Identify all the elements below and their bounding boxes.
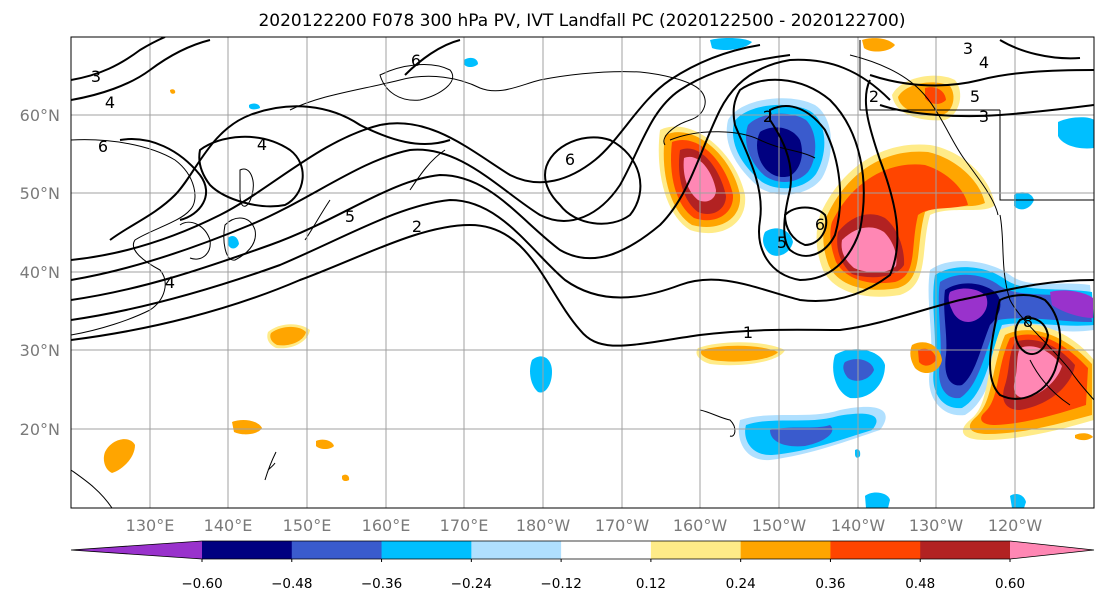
lon-label: 130°E — [126, 516, 175, 535]
colorbar-tick-label: 0.12 — [636, 576, 666, 592]
pv-label: 3 — [963, 39, 973, 58]
pv-label: 4 — [105, 93, 115, 112]
colorbar-tick-label: 0.60 — [995, 576, 1025, 592]
colorbar-tick-label: 0.48 — [905, 576, 935, 592]
pv-label: 6 — [815, 215, 825, 234]
pv-label: 3 — [91, 67, 101, 86]
colorbar-segment — [202, 541, 293, 559]
pv-label: 2 — [763, 107, 773, 126]
latitude-labels: 60°N 50°N 40°N 30°N 20°N — [20, 106, 60, 439]
pv-label: 6 — [411, 51, 421, 70]
lat-label: 40°N — [20, 263, 60, 282]
pv-label: 8 — [1023, 312, 1033, 331]
lon-label: 120°W — [988, 516, 1043, 535]
figure-title: 2020122200 F078 300 hPa PV, IVT Landfall… — [258, 11, 905, 31]
pv-label: 1 — [743, 323, 753, 342]
colorbar-segment — [291, 541, 383, 559]
colorbar-segment — [830, 541, 921, 559]
colorbar-tick-label: −0.12 — [540, 576, 581, 592]
lon-label: 170°E — [440, 516, 489, 535]
colorbar-tick-label: 0.36 — [815, 576, 845, 592]
map-frame — [70, 36, 1095, 509]
pv-label: 2 — [869, 87, 879, 106]
lon-label: 160°W — [673, 516, 728, 535]
colorbar-tick-label: −0.48 — [271, 576, 312, 592]
map-panel: 3 4 6 4 5 2 4 6 6 1 2 5 6 3 4 5 3 2 8 — [70, 36, 1095, 509]
colorbar-segments — [71, 541, 1094, 559]
colorbar-segment — [381, 541, 472, 559]
ivt-shading — [103, 37, 1094, 508]
pv-label: 5 — [345, 207, 355, 226]
lon-label: 150°W — [752, 516, 807, 535]
pv-label: 4 — [979, 53, 989, 72]
colorbar-tick-label: −0.60 — [181, 576, 222, 592]
pv-label: 5 — [777, 233, 787, 252]
lon-label: 140°W — [831, 516, 886, 535]
pv-label: 4 — [165, 273, 175, 292]
lat-label: 50°N — [20, 184, 60, 203]
pv-label: 5 — [970, 87, 980, 106]
colorbar-extend-low — [71, 541, 202, 559]
colorbar-segment — [471, 541, 562, 559]
colorbar-tick-label: 0.24 — [726, 576, 756, 592]
pv-label: 4 — [257, 135, 267, 154]
colorbar: −0.60 −0.48 −0.36 −0.24 −0.12 0.12 0.24 0.36 0.4… — [70, 540, 1095, 592]
colorbar-extend-high — [1010, 541, 1094, 559]
pv-label: 2 — [412, 217, 422, 236]
pv-label: 6 — [98, 137, 108, 156]
lat-label: 30°N — [20, 341, 60, 360]
lon-label: 150°E — [283, 516, 332, 535]
colorbar-segment — [650, 541, 742, 559]
lat-label: 20°N — [20, 420, 60, 439]
longitude-labels: 130°E 140°E 150°E 160°E 170°E 180°W 170°… — [126, 516, 1043, 535]
lon-label: 130°W — [909, 516, 964, 535]
colorbar-tick-labels: −0.60 −0.48 −0.36 −0.24 −0.12 0.12 0.24 0.36 0.4… — [181, 559, 1025, 592]
pv-label: 6 — [565, 150, 575, 169]
lon-label: 180°W — [516, 516, 571, 535]
colorbar-tick-label: −0.36 — [361, 576, 402, 592]
colorbar-segment — [740, 541, 831, 559]
lon-label: 140°E — [204, 516, 253, 535]
pv-contour-labels: 3 4 6 4 5 2 4 6 6 1 2 5 6 3 4 5 3 2 8 — [91, 39, 1033, 342]
lon-label: 170°W — [595, 516, 650, 535]
colorbar-segment — [561, 541, 652, 559]
colorbar-tick-label: −0.24 — [451, 576, 492, 592]
pv-label: 3 — [979, 107, 989, 126]
lon-label: 160°E — [362, 516, 411, 535]
lat-label: 60°N — [20, 106, 60, 125]
pv-contours — [71, 37, 1094, 400]
colorbar-segment — [920, 541, 1011, 559]
